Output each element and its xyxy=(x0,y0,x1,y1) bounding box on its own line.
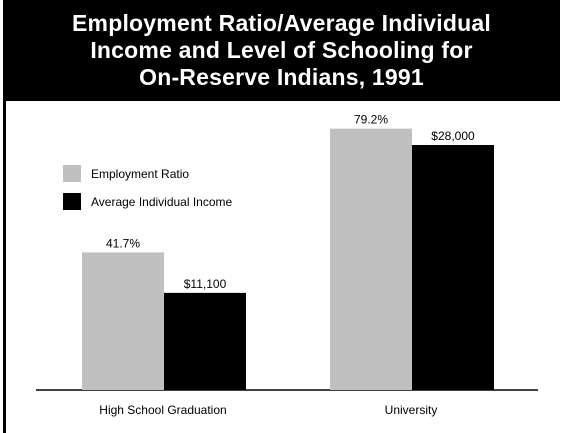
data-label: $28,000 xyxy=(431,129,475,143)
bar-employment-ratio-0 xyxy=(82,252,164,390)
bar-average-income-1 xyxy=(412,145,494,390)
x-tick-label: High School Graduation xyxy=(99,403,226,417)
bar-employment-ratio-1 xyxy=(330,128,412,390)
chart-title: Employment Ratio/Average Individual Inco… xyxy=(72,10,491,90)
x-tick-label: University xyxy=(385,403,438,417)
legend-label: Employment Ratio xyxy=(91,167,189,181)
legend-swatch xyxy=(63,165,81,182)
legend-swatch xyxy=(63,193,81,210)
title-bar: Employment Ratio/Average Individual Inco… xyxy=(3,0,560,101)
data-label: 41.7% xyxy=(106,236,140,250)
data-label: $11,100 xyxy=(184,277,227,291)
data-label: 79.2% xyxy=(354,113,388,127)
bar-average-income-0 xyxy=(164,292,246,390)
legend-label: Average Individual Income xyxy=(91,195,233,209)
left-border xyxy=(3,101,6,433)
